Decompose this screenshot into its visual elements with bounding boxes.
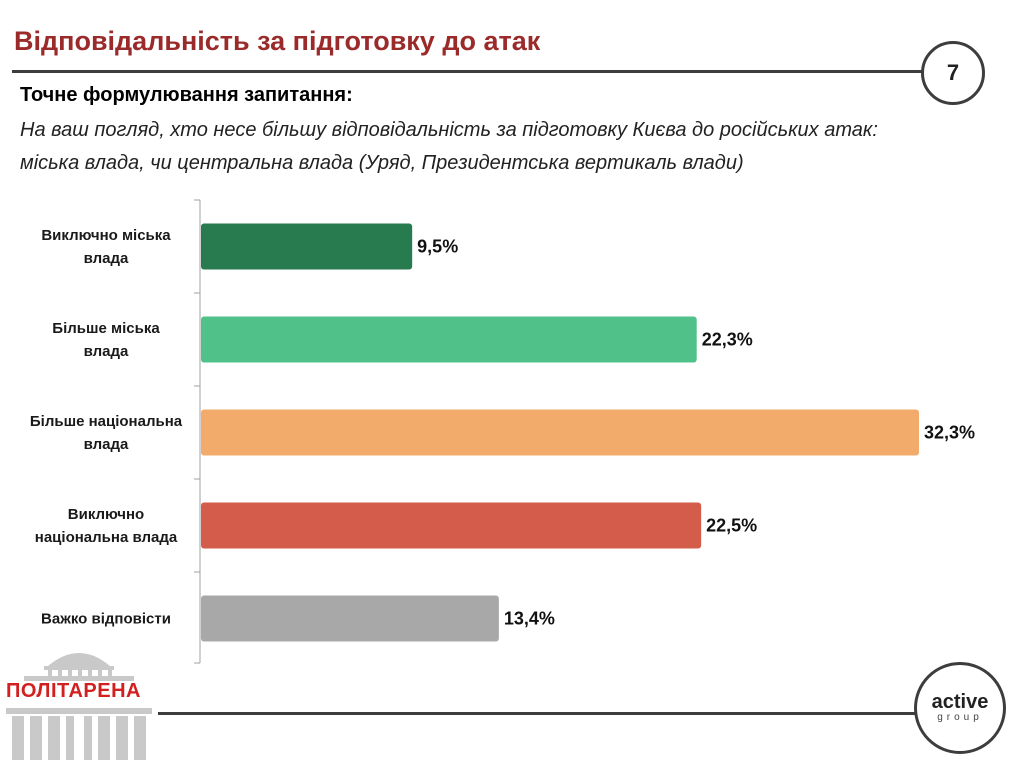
category-label-line: влада xyxy=(84,436,129,453)
data-label: 22,3% xyxy=(702,330,753,350)
category-label-line: Більше національна xyxy=(30,413,183,430)
category-label-line: національна влада xyxy=(35,529,178,546)
brand-main-text: active xyxy=(931,691,989,713)
politarena-logo-text: ПОЛІТАРЕНА xyxy=(6,680,141,702)
data-label: 32,3% xyxy=(924,423,975,443)
data-label: 13,4% xyxy=(504,609,555,629)
page-number: 7 xyxy=(946,60,960,85)
page-number-badge: 7 xyxy=(921,41,985,105)
category-label: Важко відповісти xyxy=(41,611,171,628)
question-label: Точне формулювання запитання: xyxy=(20,84,353,106)
bar xyxy=(201,502,702,549)
bar xyxy=(201,409,919,456)
category-label: Більше національна влада xyxy=(30,413,183,453)
bar-chart: 9,5% Виключно міська влада 22,3% Більше місь… xyxy=(30,199,975,664)
question-text-line-2: міська влада, чи центральна влада (Уряд,… xyxy=(20,152,744,174)
question-text-line-1: На ваш погляд, хто несе більшу відповіда… xyxy=(20,119,878,141)
category-label: Більше міська влада xyxy=(52,320,160,360)
active-group-logo: active group xyxy=(914,662,1006,754)
brand-sub-text: group xyxy=(937,712,983,723)
category-label-line: Важко відповісти xyxy=(41,611,171,628)
category-label-line: влада xyxy=(84,343,129,360)
politarena-logo xyxy=(6,653,152,760)
category-label-line: влада xyxy=(84,250,129,267)
question-text: На ваш погляд, хто несе більшу відповіда… xyxy=(20,114,1000,180)
category-label-line: Виключно xyxy=(68,506,144,523)
footer-divider xyxy=(158,712,920,715)
header-divider xyxy=(12,70,922,73)
category-label: Виключно міська влада xyxy=(41,227,171,267)
bar xyxy=(201,316,697,363)
data-label: 9,5% xyxy=(417,237,458,257)
category-label-line: Виключно міська xyxy=(41,227,171,244)
category-label: Виключно національна влада xyxy=(35,506,178,546)
bar xyxy=(201,595,499,642)
category-label-line: Більше міська xyxy=(52,320,160,337)
page-title: Відповідальність за підготовку до атак xyxy=(14,26,541,56)
data-label: 22,5% xyxy=(706,516,757,536)
bar xyxy=(201,223,413,270)
